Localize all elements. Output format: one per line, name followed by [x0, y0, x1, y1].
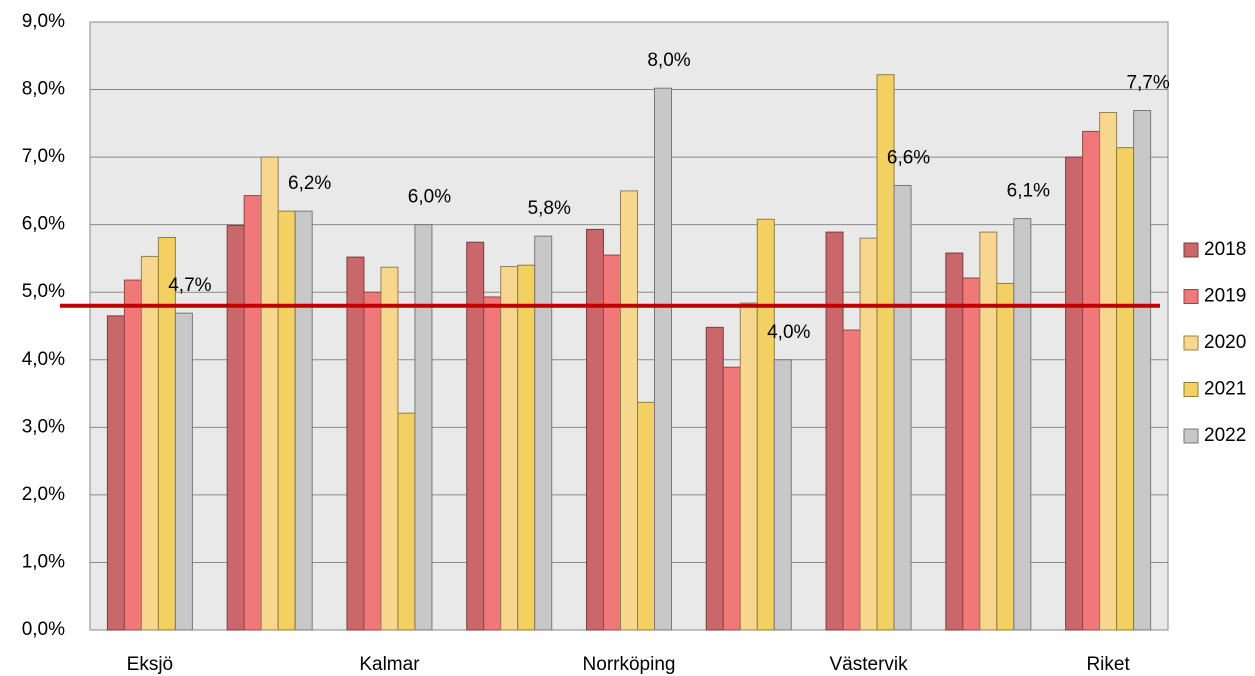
bar [1082, 130, 1101, 631]
bar [603, 254, 621, 631]
y-tick-label: 7,0% [22, 146, 65, 167]
y-tick-label: 0,0% [22, 619, 65, 640]
bar [414, 224, 433, 631]
bar [773, 359, 792, 631]
data-label: 6,6% [887, 148, 930, 169]
bar [825, 231, 844, 631]
bar [294, 210, 313, 631]
bar [380, 266, 399, 631]
bar [346, 256, 365, 631]
legend-label: 2019 [1204, 286, 1246, 307]
bar [140, 255, 159, 631]
bar [174, 312, 193, 631]
bar [1099, 112, 1118, 631]
bar [842, 329, 861, 631]
bar [979, 231, 998, 631]
bar [260, 156, 279, 631]
data-label: 7,7% [1126, 73, 1169, 94]
bar [1013, 218, 1032, 631]
legend-label: 2021 [1204, 379, 1246, 400]
bar [859, 237, 878, 631]
y-tick-label: 6,0% [22, 214, 65, 235]
bar [157, 237, 176, 631]
x-tick-label: Norrköping [583, 654, 676, 675]
bar [756, 218, 775, 631]
y-tick-label: 1,0% [22, 551, 65, 572]
bar [1065, 156, 1084, 631]
x-tick-label: Kalmar [359, 654, 420, 675]
y-tick-label: 2,0% [22, 484, 65, 505]
bar [962, 277, 981, 631]
bar [739, 302, 758, 631]
y-tick-label: 9,0% [22, 11, 65, 32]
y-tick-label: 3,0% [22, 416, 65, 437]
legend-label: 2018 [1204, 239, 1246, 260]
data-label: 6,0% [408, 187, 451, 208]
y-tick-label: 5,0% [22, 281, 65, 302]
bar [500, 266, 519, 631]
legend-label: 2020 [1204, 332, 1246, 353]
data-label: 4,0% [767, 322, 810, 343]
bar [705, 326, 724, 631]
bar [722, 366, 741, 631]
bar [945, 252, 964, 631]
bar [397, 412, 416, 631]
bar [106, 315, 125, 631]
bar [654, 87, 672, 631]
bar [1116, 147, 1135, 631]
x-tick-label: Eksjö [127, 654, 173, 675]
bar [243, 195, 262, 631]
legend-swatch [1183, 382, 1199, 397]
legend-swatch [1183, 335, 1199, 351]
x-tick-label: Västervik [829, 654, 908, 675]
legend-swatch [1183, 428, 1199, 444]
y-tick-label: 4,0% [22, 349, 65, 370]
bar [226, 224, 245, 631]
legend-label: 2022 [1204, 425, 1246, 446]
bar [277, 210, 296, 631]
bar [483, 296, 502, 631]
bar [1133, 109, 1152, 631]
bar [466, 241, 485, 631]
legend-swatch [1183, 289, 1199, 304]
bar [586, 228, 604, 631]
y-tick-label: 8,0% [22, 79, 65, 100]
data-label: 4,7% [168, 275, 211, 296]
bar [534, 235, 553, 631]
bar [996, 282, 1015, 631]
bar [620, 190, 638, 631]
bar [123, 279, 142, 631]
bar [637, 401, 655, 631]
x-tick-label: Riket [1086, 654, 1130, 675]
bar [893, 184, 912, 631]
data-label: 6,2% [288, 173, 331, 194]
data-label: 5,8% [528, 198, 571, 219]
bar [363, 291, 382, 631]
legend-swatch [1183, 242, 1199, 258]
bar [517, 264, 536, 631]
data-label: 6,1% [1007, 181, 1050, 202]
data-label: 8,0% [647, 50, 690, 71]
